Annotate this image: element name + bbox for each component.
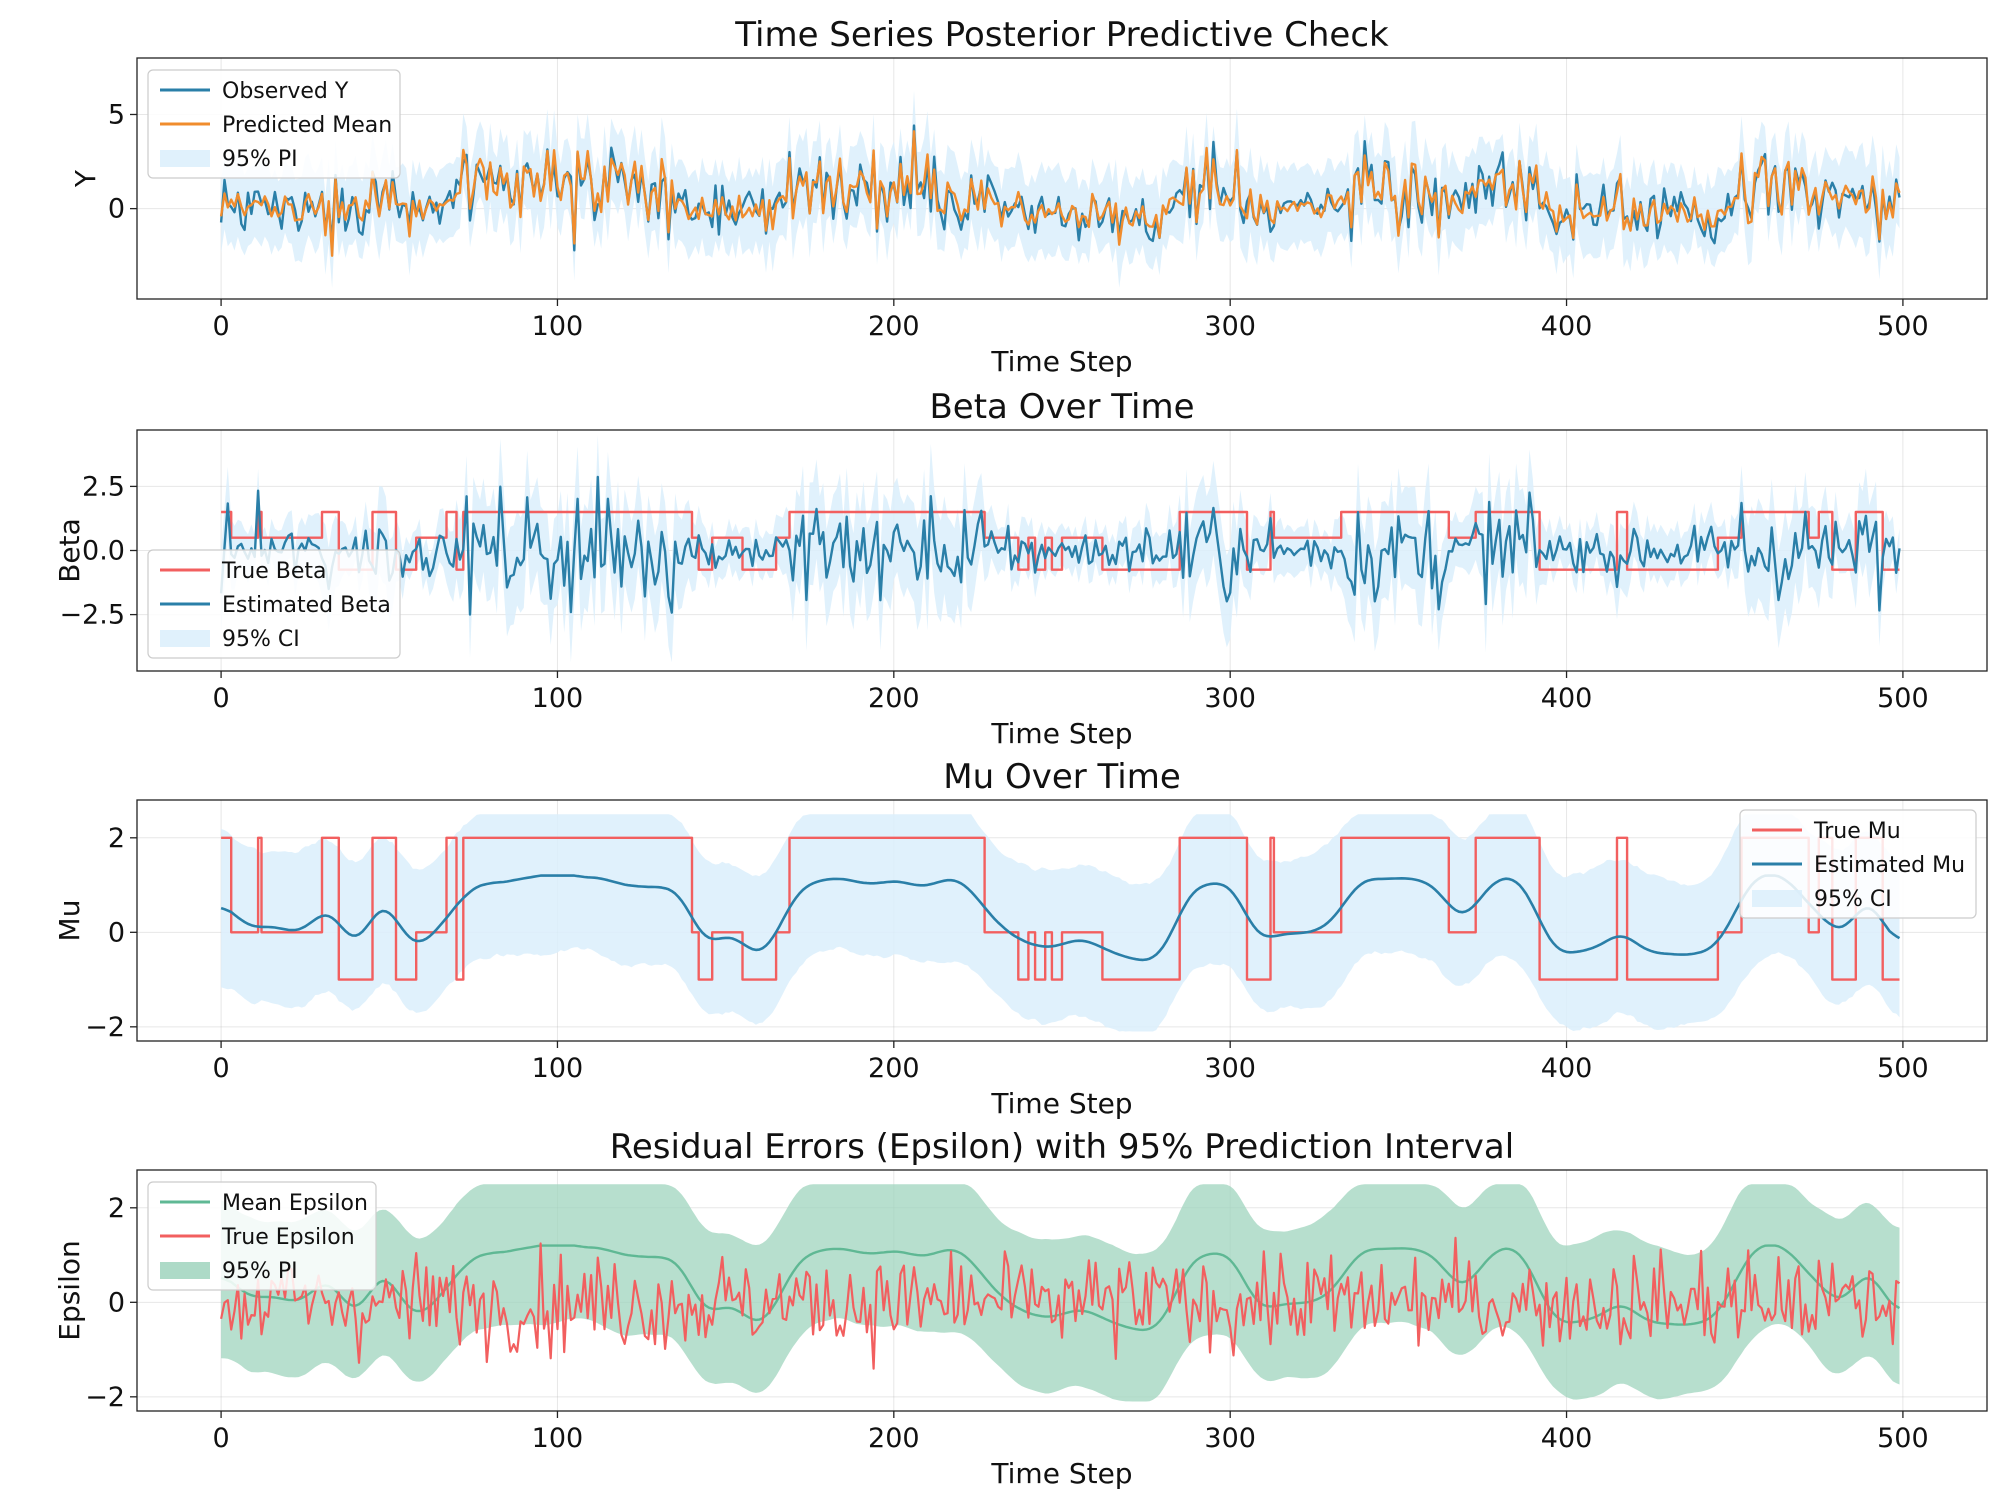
x-axis-label: Time Step [990,345,1132,378]
series-true-beta [221,510,1900,571]
series-true-epsilon [220,1236,1901,1370]
panel-title: Residual Errors (Epsilon) with 95% Predi… [610,1127,1514,1167]
legend: True Mu Estimated Mu 95% CI [1739,809,1977,919]
x-tick-label: 0 [212,1423,229,1454]
series-95-ci [221,435,1900,663]
x-axis-label: Time Step [990,1087,1132,1120]
axes-frame [136,799,1988,1042]
legend-label: True Mu [1813,819,1901,844]
x-tick-label: 200 [868,1053,920,1084]
y-tick-label: −2 [85,1012,125,1043]
x-tick-label: 300 [1204,683,1256,714]
x-tick-label: 100 [532,683,584,714]
legend-label: 95% CI [222,627,300,652]
series-95-ci [221,814,1900,1032]
y-tick-label: 5 [108,99,125,130]
x-axis-label: Time Step [990,1457,1132,1490]
series-true-mu [221,836,1900,981]
series-predicted-mean [219,130,1901,257]
x-tick-label: 300 [1204,1423,1256,1454]
x-tick-label: 400 [1541,311,1593,342]
panel-3: 0 100 200 300 400 500 2 0 −2 Mu Over Time Time Ste… [53,757,1988,1120]
legend-label: True Beta [221,559,326,584]
legend-swatch [160,1262,210,1279]
legend: True Beta Estimated Beta 95% CI [147,549,401,659]
y-tick-label: 0.0 [82,536,125,567]
x-tick-label: 100 [532,1053,584,1084]
panel-title: Mu Over Time [943,757,1181,797]
axes-frame [136,57,1988,300]
y-tick-label: −2.5 [59,600,125,631]
x-tick-label: 500 [1877,683,1929,714]
x-tick-label: 400 [1541,683,1593,714]
y-tick-label: 0 [108,1287,125,1318]
y-tick-label: 2 [108,823,125,854]
x-tick-label: 0 [212,311,229,342]
x-tick-label: 300 [1204,1053,1256,1084]
x-tick-label: 100 [532,311,584,342]
legend: Observed Y Predicted Mean 95% PI [147,69,401,179]
legend-swatch [160,630,210,647]
y-axis-label: Mu [53,900,86,942]
legend-label: 95% CI [1814,887,1892,912]
y-axis-label: Y [69,169,102,188]
x-tick-label: 100 [532,1423,584,1454]
legend-swatch [1752,890,1802,907]
y-axis-label: Beta [53,518,86,583]
x-tick-label: 400 [1541,1423,1593,1454]
panel-2: 0 100 200 300 400 500 2.5 0.0 −2.5 Beta Over Time… [53,387,1988,750]
legend: Mean Epsilon True Epsilon 95% PI [147,1181,377,1291]
legend-label: 95% PI [222,1259,298,1284]
x-tick-label: 200 [868,1423,920,1454]
legend-label: Observed Y [222,79,349,104]
legend-label: Predicted Mean [222,113,392,138]
x-tick-label: 500 [1877,1423,1929,1454]
panel-4: 0 100 200 300 400 500 2 0 −2 Residual Errors (Eps… [53,1127,1988,1490]
panel-1: 0 100 200 300 400 500 0 5 Time Series Posterior … [69,15,1988,378]
y-tick-label: −2 [85,1382,125,1413]
x-tick-label: 500 [1877,311,1929,342]
x-tick-label: 500 [1877,1053,1929,1084]
series-estimated-mu [220,874,1901,962]
series-95-pi [221,1184,1900,1402]
panel-title: Time Series Posterior Predictive Check [734,15,1389,55]
legend-label: True Epsilon [221,1225,355,1250]
legend-label: 95% PI [222,147,298,172]
y-tick-label: 2 [108,1193,125,1224]
axes-frame [136,1169,1988,1412]
panel-title: Beta Over Time [929,387,1194,427]
x-tick-label: 200 [868,683,920,714]
legend-swatch [160,150,210,167]
series-estimated-beta [219,475,1901,616]
y-tick-label: 0 [108,917,125,948]
x-tick-label: 200 [868,311,920,342]
legend-label: Estimated Mu [1814,853,1965,878]
series-95-pi [221,90,1900,288]
y-tick-label: 0 [108,194,125,225]
x-axis-label: Time Step [990,717,1132,750]
legend-label: Estimated Beta [222,593,391,618]
legend-label: Mean Epsilon [222,1191,368,1216]
x-tick-label: 400 [1541,1053,1593,1084]
x-tick-label: 300 [1204,311,1256,342]
y-tick-label: 2.5 [82,471,125,502]
x-tick-label: 0 [212,683,229,714]
x-tick-label: 0 [212,1053,229,1084]
y-axis-label: Epsilon [53,1240,86,1341]
